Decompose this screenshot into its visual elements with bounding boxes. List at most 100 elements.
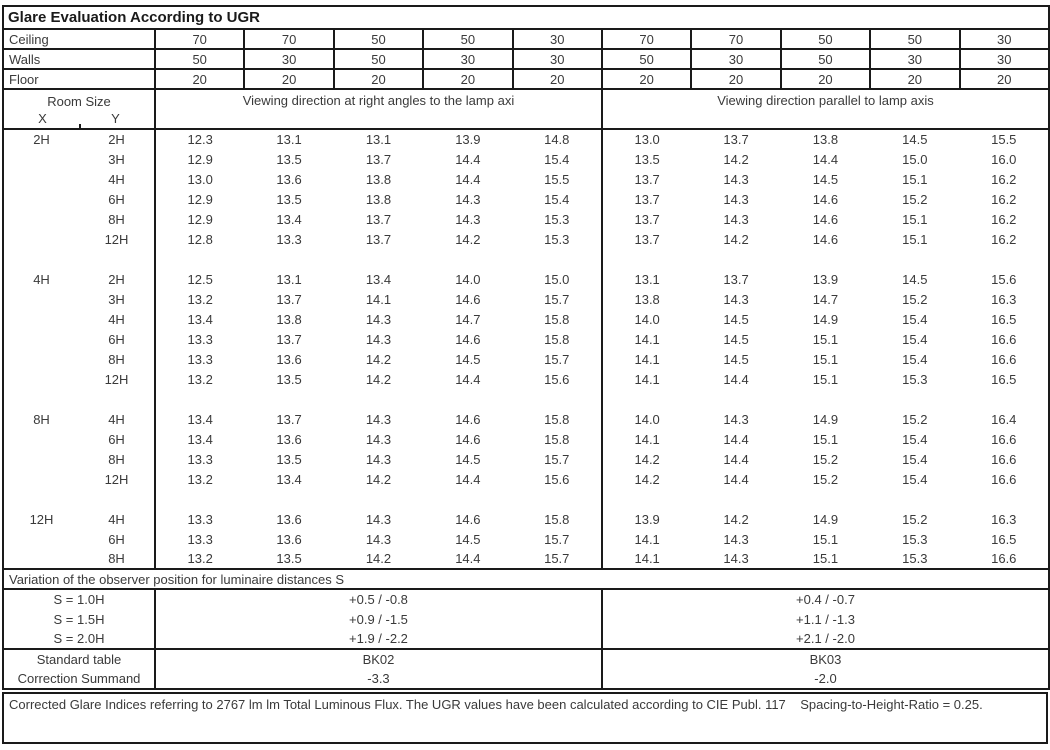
xy-divider-tick xyxy=(79,124,81,127)
surface-label: Ceiling xyxy=(2,28,156,50)
ugr-value-cell: 15.0 xyxy=(902,151,928,167)
room-y-cell: 6H xyxy=(108,431,125,447)
ugr-value-cell: 13.4 xyxy=(365,271,392,287)
room-x-cell xyxy=(3,189,79,209)
ugr-value-cell: 12.9 xyxy=(153,209,245,229)
surfaces-section: Ceiling 70 70 50 50 30 70 70 50 50 30 Walls 50 30 50 30… xyxy=(2,28,1050,90)
room-y-cell: 6H xyxy=(108,531,125,547)
separator-cell xyxy=(600,489,1050,509)
header-section: Room Size X Y Viewing direction at right… xyxy=(3,89,1050,130)
separator-cell xyxy=(154,249,602,269)
ugr-value-cell: 13.7 xyxy=(365,151,392,167)
room-y-cell: 8H xyxy=(108,451,125,467)
variation-heading-row: Variation of the observer position for l… xyxy=(3,568,1050,590)
ugr-value-cell: 14.2 xyxy=(455,231,481,247)
title-section: Glare Evaluation According to UGR xyxy=(3,6,1050,30)
room-x-cell xyxy=(3,169,79,189)
room-x-cell xyxy=(3,289,79,309)
ugr-value-cell: 14.6 xyxy=(812,191,839,207)
ugr-value-cell: 14.6 xyxy=(812,231,839,247)
ugr-value-cell: 16.6 xyxy=(991,431,1017,447)
surface-value-cell: 70 xyxy=(243,28,335,50)
surface-label: Walls xyxy=(2,48,156,70)
ugr-value-cell: 16.5 xyxy=(991,371,1017,387)
ugr-value-cell: 14.2 xyxy=(365,551,392,566)
right-direction-header: Viewing direction parallel to lamp axis xyxy=(600,89,1050,130)
summary-section: Standard table BK02 BK03 Correction Summand… xyxy=(3,648,1050,689)
summary-left-value: -3.3 xyxy=(154,669,602,689)
room-x-cell xyxy=(3,149,79,169)
ugr-value-cell: 14.1 xyxy=(600,349,692,369)
ugr-value-cell: 15.2 xyxy=(902,411,928,427)
room-y-cell: 6H xyxy=(108,191,125,207)
surface-value-cell: 20 xyxy=(332,68,425,90)
ugr-value-cell: 12.8 xyxy=(153,229,245,249)
ugr-value-cell: 14.4 xyxy=(723,371,749,387)
ugr-value-cell: 13.3 xyxy=(153,329,245,349)
ugr-value-cell: 14.5 xyxy=(723,351,749,367)
ugr-value-cell: 16.6 xyxy=(991,451,1017,467)
ugr-value-cell: 15.0 xyxy=(544,271,570,287)
surface-value-cell: 20 xyxy=(690,68,782,90)
ugr-value-cell: 13.9 xyxy=(812,271,839,287)
ugr-data-row: 4H 2H 12.5 13.1 13.4 14.0 15.0 13.1 13.7 13.9 14.5… xyxy=(3,269,1049,289)
ugr-value-cell: 13.5 xyxy=(276,371,302,387)
room-y-cell: 4H xyxy=(108,511,125,527)
ugr-value-cell: 15.4 xyxy=(902,451,928,467)
ugr-value-cell: 14.2 xyxy=(723,151,749,167)
ugr-value-cell: 14.3 xyxy=(365,331,392,347)
room-x-cell xyxy=(3,229,79,249)
ugr-value-cell: 14.5 xyxy=(902,271,928,287)
ugr-value-cell: 16.2 xyxy=(991,191,1017,207)
surface-value-cell: 70 xyxy=(153,28,246,50)
ugr-value-cell: 14.3 xyxy=(723,291,749,307)
ugr-value-cell: 13.2 xyxy=(153,289,245,309)
ugr-value-cell: 13.6 xyxy=(276,171,302,187)
s-distance-label: S = 1.5H xyxy=(53,611,105,627)
ugr-value-cell: 15.8 xyxy=(544,431,570,447)
ugr-data-row: 3H 13.2 13.7 14.1 14.6 15.7 13.8 14.3 14.7 15.2 16… xyxy=(3,289,1049,309)
summary-right-value: -2.0 xyxy=(600,669,1050,689)
ugr-value-cell: 14.4 xyxy=(455,371,481,387)
ugr-value-cell: 14.7 xyxy=(812,291,839,307)
room-y-cell: 2H xyxy=(108,132,125,147)
page-title: Glare Evaluation According to UGR xyxy=(3,6,1050,30)
ugr-value-cell: 14.3 xyxy=(365,511,392,527)
ugr-value-cell: 16.6 xyxy=(991,351,1017,367)
group-separator-row xyxy=(3,249,1050,269)
ugr-value-cell: 14.3 xyxy=(365,431,392,447)
separator-cell xyxy=(3,389,155,409)
ugr-value-cell: 15.7 xyxy=(544,351,570,367)
ugr-value-cell: 14.9 xyxy=(812,311,839,327)
ugr-value-cell: 13.7 xyxy=(365,231,392,247)
ugr-value-cell: 13.0 xyxy=(600,129,692,149)
ugr-value-cell: 14.4 xyxy=(723,471,749,487)
room-x-cell xyxy=(3,209,79,229)
room-size-header: Room Size X Y xyxy=(3,89,155,130)
surface-value-cell: 50 xyxy=(422,28,514,50)
room-x-cell xyxy=(3,549,79,569)
room-x-cell xyxy=(3,469,79,489)
ugr-value-cell: 12.5 xyxy=(153,269,245,289)
ugr-data-row: 4H 13.4 13.8 14.3 14.7 15.8 14.0 14.5 14.9 15.4 16… xyxy=(3,309,1049,329)
ugr-value-cell: 15.3 xyxy=(902,531,928,547)
surface-value-cell: 50 xyxy=(779,28,872,50)
ugr-value-cell: 15.1 xyxy=(812,371,839,387)
ugr-value-cell: 13.7 xyxy=(600,169,692,189)
ugr-value-cell: 13.8 xyxy=(812,132,839,147)
ugr-value-cell: 15.7 xyxy=(544,291,570,307)
ugr-value-cell: 15.1 xyxy=(812,551,839,566)
ugr-data-row: 4H 13.0 13.6 13.8 14.4 15.5 13.7 14.3 14.5 15.1 16… xyxy=(3,169,1049,189)
ugr-data-row: 6H 12.9 13.5 13.8 14.3 15.4 13.7 14.3 14.6 15.2 16… xyxy=(3,189,1049,209)
ugr-value-cell: 13.5 xyxy=(276,551,302,566)
ugr-value-cell: 14.5 xyxy=(455,531,481,547)
surface-value-cell: 30 xyxy=(511,48,603,70)
surface-value-cell: 50 xyxy=(332,48,425,70)
ugr-value-cell: 14.3 xyxy=(723,411,749,427)
ugr-value-cell: 15.4 xyxy=(544,191,570,207)
room-y-cell: 4H xyxy=(108,311,125,327)
surface-value-cell: 20 xyxy=(600,68,693,90)
ugr-value-cell: 13.7 xyxy=(600,229,692,249)
ugr-value-cell: 15.7 xyxy=(544,551,570,566)
